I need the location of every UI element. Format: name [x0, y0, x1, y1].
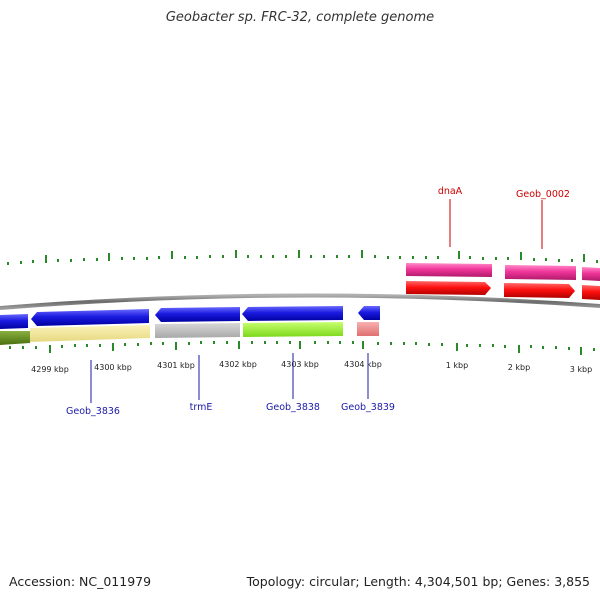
accession-text: Accession: NC_011979	[9, 574, 152, 589]
tick-label: 4303 kbp	[281, 360, 319, 369]
gene-label-dnaA: dnaA	[438, 186, 463, 197]
gene-label-trmE: trmE	[190, 402, 213, 413]
tick-label: 4304 kbp	[344, 360, 382, 369]
bottom-gene-labels[interactable]: Geob_3836 trmE Geob_3838 Geob_3839	[66, 353, 395, 417]
tick-labels: 4299 kbp 4300 kbp 4301 kbp 4302 kbp 4303…	[31, 360, 592, 374]
gene-label-geob-3839: Geob_3839	[341, 402, 395, 413]
magenta-gene-track[interactable]	[406, 263, 600, 281]
tick-label: 2 kbp	[508, 363, 530, 372]
forward-strand-genes[interactable]	[406, 281, 600, 300]
tick-label: 4299 kbp	[31, 365, 69, 374]
top-gene-labels[interactable]: dnaA Geob_0002	[438, 186, 570, 249]
reverse-strand-genes[interactable]	[0, 306, 380, 329]
genome-summary: Topology: circular; Length: 4,304,501 bp…	[246, 574, 590, 589]
genome-backbone	[0, 293, 600, 310]
feature-track[interactable]	[0, 322, 379, 345]
gene-label-geob-3836: Geob_3836	[66, 406, 120, 417]
tick-label: 4302 kbp	[219, 360, 257, 369]
upper-tick-row	[7, 250, 598, 265]
map-title: Geobacter sp. FRC-32, complete genome	[165, 10, 435, 25]
tick-label: 4301 kbp	[157, 361, 195, 370]
gene-label-geob-3838: Geob_3838	[266, 402, 320, 413]
lower-tick-row	[9, 341, 595, 355]
tick-label: 4300 kbp	[94, 363, 132, 372]
tick-label: 1 kbp	[446, 361, 468, 370]
gene-label-geob-0002: Geob_0002	[516, 189, 570, 200]
tick-label: 3 kbp	[570, 365, 592, 374]
